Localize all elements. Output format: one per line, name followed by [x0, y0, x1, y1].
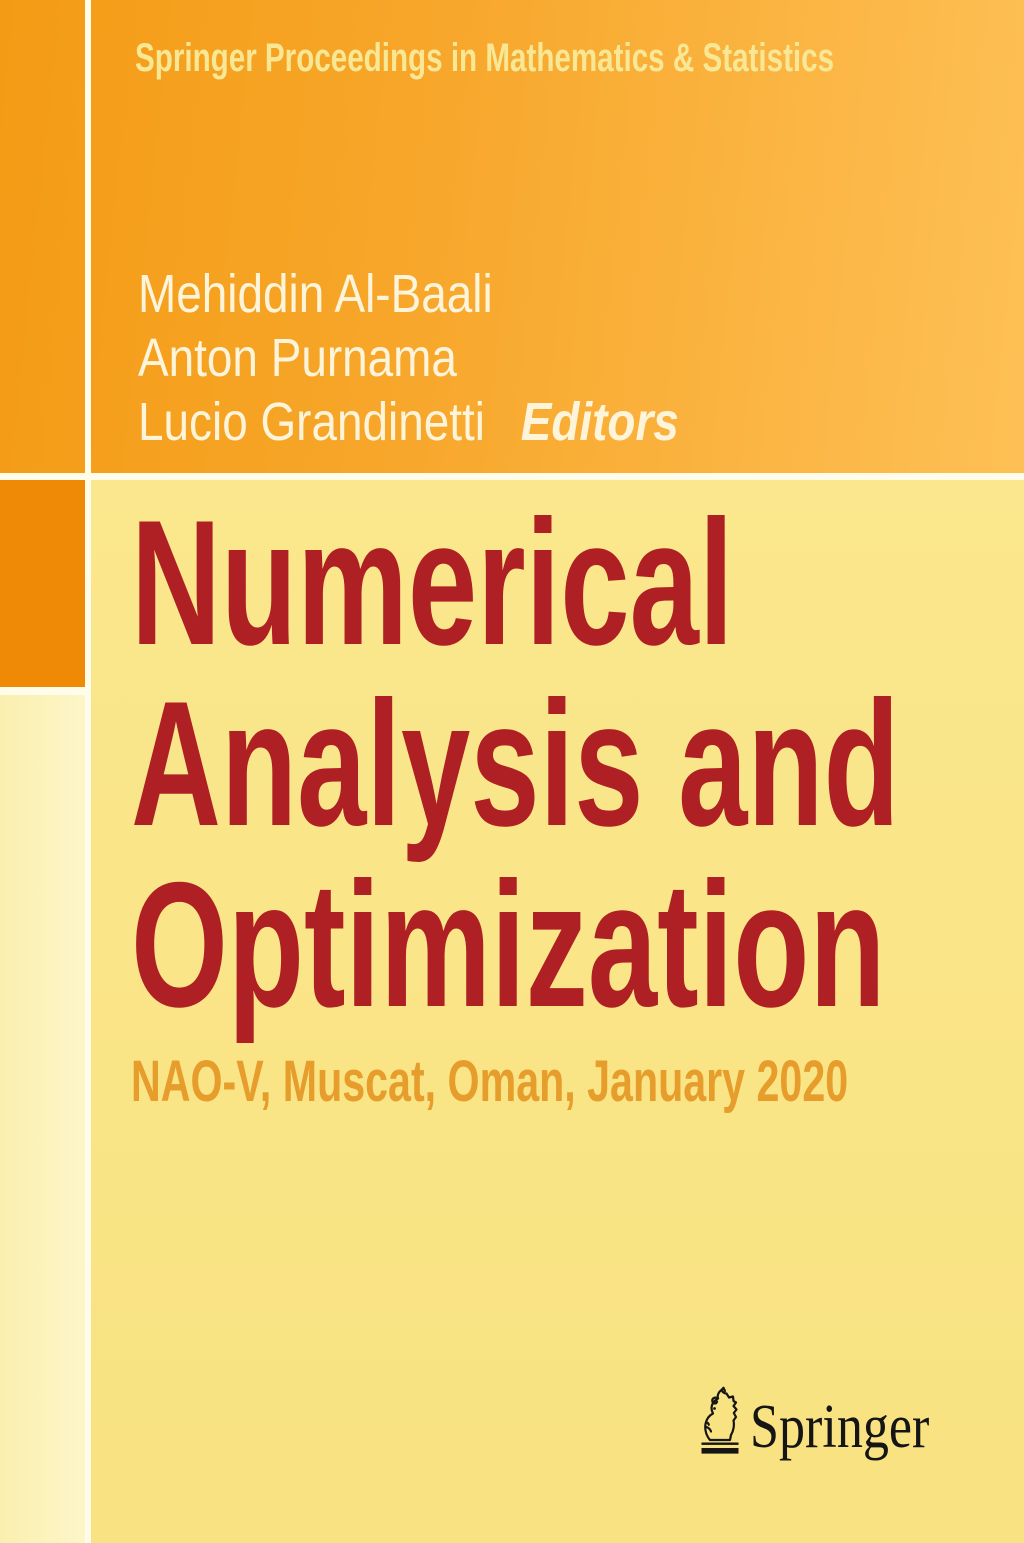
book-title-line: Optimization [131, 845, 886, 1044]
cover-header-band [0, 0, 1024, 473]
horizontal-divider [0, 473, 1024, 480]
springer-logo: Springer [700, 1386, 940, 1458]
editor-list: Mehiddin Al-Baali Anton Purnama Lucio Gr… [138, 262, 679, 454]
editor-name: Anton Purnama [138, 328, 457, 388]
vertical-divider [85, 0, 91, 1543]
book-title-line: Analysis and [131, 664, 900, 863]
editor-name-with-role: Lucio Grandinetti Editors [138, 390, 679, 454]
book-title-line: Numerical [131, 483, 734, 682]
accent-square [0, 480, 85, 687]
left-rail-strip [0, 687, 85, 1543]
series-title: Springer Proceedings in Mathematics & St… [135, 36, 835, 80]
publisher-name: Springer [750, 1393, 930, 1461]
editors-role-label: Editors [520, 392, 679, 452]
book-title: Numerical Analysis and Optimization [131, 492, 900, 1035]
editor-name: Mehiddin Al-Baali [138, 264, 493, 324]
book-subtitle: NAO-V, Muscat, Oman, January 2020 [131, 1049, 849, 1114]
editor-name: Lucio Grandinetti [138, 392, 486, 452]
springer-horse-icon [701, 1386, 739, 1454]
cover-body-band [0, 480, 1024, 1543]
